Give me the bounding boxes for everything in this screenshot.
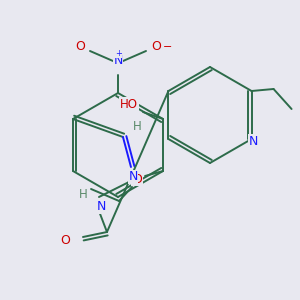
- Text: HO: HO: [120, 98, 138, 110]
- Text: H: H: [79, 188, 87, 202]
- Text: N: N: [96, 200, 106, 214]
- Text: N: N: [249, 134, 258, 148]
- Text: H: H: [133, 121, 141, 134]
- Text: N: N: [113, 55, 123, 68]
- Text: O: O: [151, 40, 161, 53]
- Text: O: O: [75, 40, 85, 53]
- Text: −: −: [163, 42, 173, 52]
- Text: O: O: [60, 233, 70, 247]
- Text: +: +: [115, 49, 122, 58]
- Text: N: N: [128, 170, 138, 184]
- Text: O: O: [132, 172, 142, 185]
